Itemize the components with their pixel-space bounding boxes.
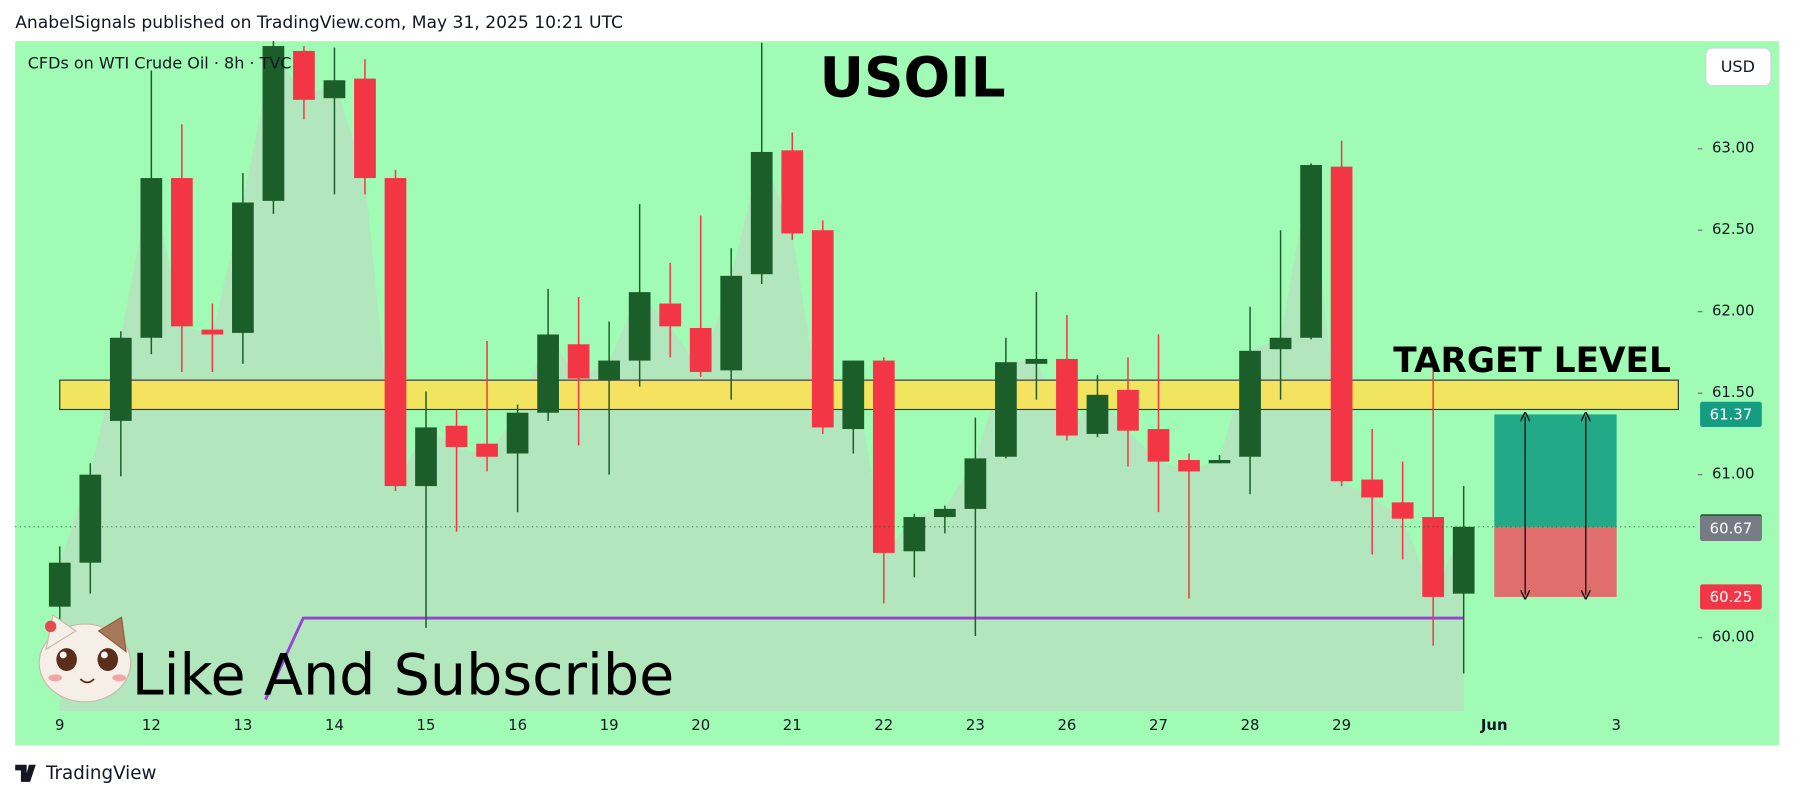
candle-body [354, 78, 376, 179]
candle-body [476, 443, 498, 457]
candle-body [262, 46, 285, 201]
candle-body [1330, 166, 1353, 482]
candle-body [1147, 429, 1170, 462]
candle-body [1117, 389, 1139, 431]
footer: TradingView [45, 763, 156, 784]
candle-body [232, 202, 254, 333]
currency-button[interactable] [1705, 47, 1772, 87]
position-stop [1494, 526, 1617, 597]
candle-body [415, 427, 437, 487]
x-tick-label: 3 [1612, 716, 1621, 734]
y-tick-label: 61.00 [1712, 465, 1755, 483]
candle-body [1452, 526, 1475, 594]
x-tick-label: 29 [1332, 716, 1351, 734]
price-label-box [1700, 584, 1762, 610]
candle-body [445, 425, 468, 447]
x-tick-label: 16 [508, 716, 527, 734]
candle-body [506, 412, 529, 454]
x-tick-label: 15 [417, 716, 436, 734]
candle-body [1056, 358, 1078, 436]
chart-title: USOIL [819, 45, 1005, 109]
candle-body [1391, 502, 1414, 519]
header: AnabelSignals published on TradingView.c… [15, 13, 623, 33]
target-zone [59, 379, 1679, 411]
candle-body [1086, 394, 1109, 434]
support-line [264, 616, 1464, 701]
callout: Like And Subscribe [132, 643, 675, 709]
currency[interactable]: USD [1721, 57, 1755, 76]
x-tick-label: 28 [1241, 716, 1260, 734]
candle-body [659, 303, 682, 327]
candle-body [720, 275, 743, 371]
price-label-box [1700, 515, 1762, 542]
candle-body [323, 80, 346, 99]
close-area [59, 46, 1464, 711]
position-target [1494, 414, 1617, 527]
clip-group [48, 41, 1679, 711]
y-tick-label: 62.50 [1712, 220, 1755, 238]
x-tick-label: 13 [233, 716, 252, 734]
candle-body [1025, 358, 1048, 364]
x-tick-label: Jun [1480, 716, 1508, 734]
candle-body [1422, 517, 1445, 597]
candle-body [1269, 337, 1292, 350]
price-label: 61.37 [1710, 406, 1753, 424]
plot: 60.0061.0061.5062.0062.5063.0061.3760.68… [15, 41, 1762, 734]
candle-body [170, 178, 193, 327]
candle-body [293, 50, 315, 100]
x-tick-label: 22 [874, 716, 893, 734]
candle-body [689, 327, 712, 372]
candle-body [903, 517, 926, 552]
candle-body [48, 562, 71, 607]
x-tick-label: 26 [1057, 716, 1076, 734]
candle-body [1300, 165, 1322, 338]
candle-body [750, 151, 773, 275]
candle-body [628, 292, 651, 361]
x-tick-label: 12 [142, 716, 161, 734]
candle-body [811, 230, 834, 428]
candle-body [995, 362, 1017, 457]
candle-body [79, 474, 102, 563]
candle-body [384, 178, 407, 487]
x-tick-label: 14 [325, 716, 344, 734]
candle-body [109, 337, 132, 421]
candle-body [537, 334, 559, 413]
candle-body [781, 150, 804, 234]
candle-body [598, 360, 620, 381]
y-tick-label: 60.00 [1712, 628, 1755, 646]
x-tick-label: 21 [783, 716, 802, 734]
candle-body [1178, 460, 1200, 472]
candle-body [842, 360, 865, 430]
candle-body [1239, 350, 1261, 457]
candle-body [201, 329, 224, 335]
subtitle: CFDs on WTI Crude Oil · 8h · TVC [28, 54, 292, 73]
candle-body [1361, 479, 1383, 498]
price-label-box [1700, 401, 1762, 427]
y-tick-label: 61.50 [1712, 383, 1755, 401]
price-label: 60.25 [1710, 588, 1753, 606]
x-tick-label: 9 [55, 716, 64, 734]
target-label: TARGET LEVEL [1393, 341, 1671, 381]
cat-icon [38, 613, 132, 703]
candle-body [1208, 460, 1231, 464]
candle-body [567, 344, 590, 379]
footer-logo [15, 764, 36, 782]
x-tick-label: 20 [691, 716, 710, 734]
y-tick-label: 63.00 [1712, 139, 1755, 157]
candle-body [872, 360, 895, 553]
x-tick-label: 27 [1149, 716, 1168, 734]
y-tick-label: 62.00 [1712, 302, 1755, 320]
price-label: 60.67 [1710, 520, 1753, 538]
x-tick-label: 19 [600, 716, 619, 734]
x-tick-label: 23 [966, 716, 985, 734]
candle-body [140, 178, 163, 338]
candle-body [964, 458, 987, 509]
candle-body [933, 508, 956, 518]
